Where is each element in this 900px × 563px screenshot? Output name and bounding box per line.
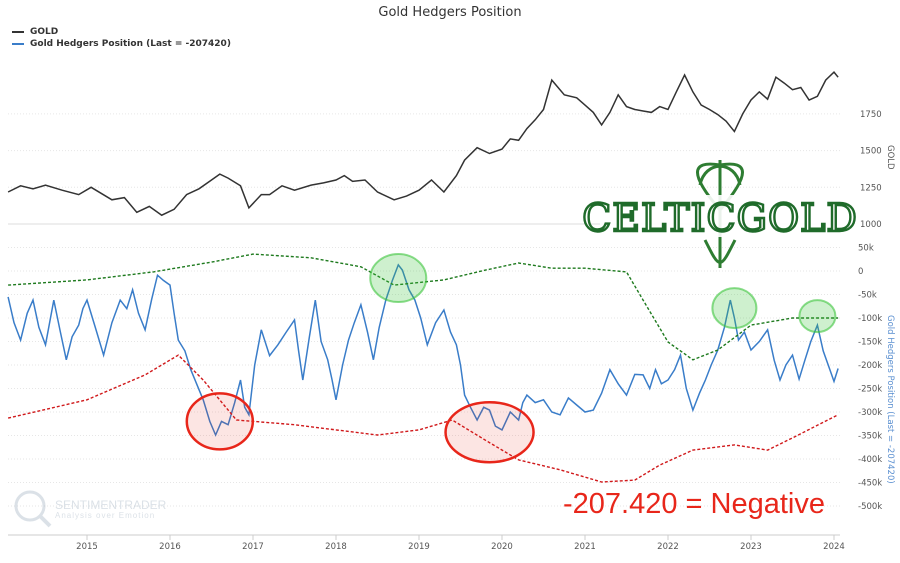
- logo-text: CELTICGOLD: [582, 196, 858, 240]
- y-tick-label-gold: 1500: [860, 147, 882, 157]
- hedgers-line: [7, 263, 839, 437]
- y-tick-label-gold: 1750: [860, 110, 882, 120]
- legend-label: GOLD: [30, 27, 59, 37]
- highlight-circle: [185, 392, 255, 451]
- y-tick-label-gold: 1250: [860, 183, 882, 193]
- lower-band-line: [7, 354, 839, 483]
- y-tick-label-hedgers: -250k: [858, 385, 882, 395]
- x-tick-label: 2021: [574, 542, 596, 552]
- watermark-subtitle: Analysis over Emotion: [55, 511, 155, 520]
- hedgers-axis-label: Gold Hedgers Position (Last = -207420): [885, 315, 895, 484]
- highlight-circle: [444, 400, 535, 464]
- legend-label: Gold Hedgers Position (Last = -207420): [30, 39, 231, 49]
- legend-swatch: [12, 43, 24, 45]
- legend-item-hedgers[interactable]: Gold Hedgers Position (Last = -207420): [12, 39, 231, 49]
- highlight-circle: [369, 253, 428, 304]
- highlight-circle: [798, 299, 837, 334]
- gold-axis-label: GOLD: [885, 145, 895, 170]
- x-tick-label: 2020: [491, 542, 513, 552]
- x-tick-label: 2018: [325, 542, 347, 552]
- y-tick-label-hedgers: -100k: [858, 314, 882, 324]
- legend-swatch: [12, 31, 24, 33]
- y-tick-label-hedgers: -300k: [858, 408, 882, 418]
- y-tick-label-hedgers: -400k: [858, 455, 882, 465]
- y-tick-label-hedgers: -350k: [858, 432, 882, 442]
- y-tick-label-hedgers: -450k: [858, 479, 882, 489]
- y-tick-label-hedgers: -500k: [858, 502, 882, 512]
- callout-negative: -207.420 = Negative: [563, 488, 825, 520]
- sentimentrader-watermark: SENTIMENTRADER Analysis over Emotion: [14, 490, 167, 528]
- watermark-title: SENTIMENTRADER: [55, 498, 167, 512]
- upper-band-line: [8, 253, 839, 361]
- x-tick-label: 2024: [823, 542, 845, 552]
- highlight-circle: [711, 287, 758, 330]
- chart-title: Gold Hedgers Position: [378, 5, 522, 20]
- x-tick-label: 2019: [408, 542, 430, 552]
- gold-line: [7, 70, 839, 217]
- y-tick-label-hedgers: -150k: [858, 338, 882, 348]
- x-tick-label: 2023: [740, 542, 762, 552]
- y-tick-label-hedgers: 50k: [858, 244, 874, 254]
- celticgold-logo: CELTICGOLD: [581, 160, 858, 268]
- x-tick-label: 2016: [159, 542, 181, 552]
- x-tick-label: 2015: [76, 542, 98, 552]
- legend-item-gold[interactable]: GOLD: [12, 27, 58, 37]
- x-tick-label: 2022: [657, 542, 679, 552]
- y-tick-label-hedgers: 0: [858, 267, 863, 277]
- y-tick-label-hedgers: -200k: [858, 361, 882, 371]
- y-tick-label-gold: 1000: [860, 220, 882, 230]
- y-tick-label-hedgers: -50k: [858, 291, 877, 301]
- x-tick-label: 2017: [242, 542, 264, 552]
